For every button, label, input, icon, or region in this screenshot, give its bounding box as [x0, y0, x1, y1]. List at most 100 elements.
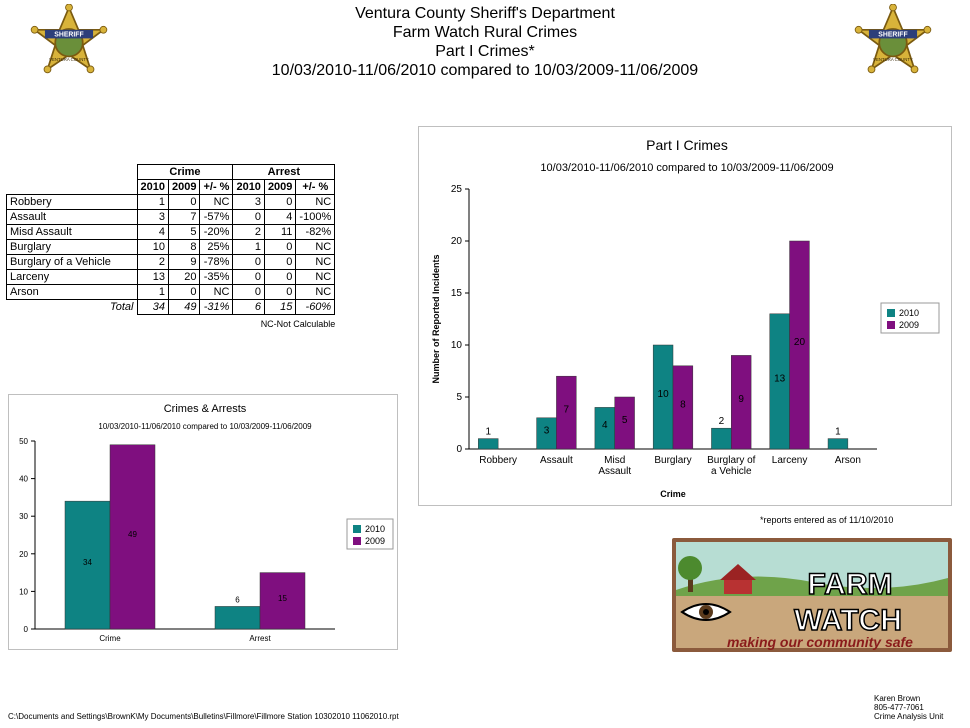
legend-label: 2010 [365, 524, 385, 534]
cell-a2009: 11 [263, 224, 297, 240]
cell-c2009: 8 [167, 239, 201, 255]
chart-subtitle: 10/03/2010-11/06/2010 compared to 10/03/… [540, 162, 833, 174]
table-row: Arson 1 0 NC 0 0 NC [6, 284, 336, 300]
y-tick-label: 15 [451, 288, 463, 299]
cell-a2009: 0 [263, 194, 297, 210]
bar-value-label: 5 [622, 415, 628, 426]
y-tick-label: 30 [19, 512, 28, 521]
bar-value-label: 1 [835, 427, 841, 438]
cell-a2009: 4 [263, 209, 297, 225]
y-tick-label: 10 [19, 587, 28, 596]
total-apct: -60% [295, 299, 336, 315]
bar-value-label: 10 [658, 389, 670, 400]
x-category-label: Misd [604, 455, 625, 466]
cell-cpct: NC [199, 194, 234, 210]
cell-a2010: 2 [232, 224, 265, 240]
x-category-label: Larceny [772, 455, 808, 466]
crimes-arrests-chart-panel: Crimes & Arrests 10/03/2010-11/06/2010 co… [8, 394, 398, 650]
legend-label: 2009 [365, 536, 385, 546]
bar-2009 [789, 240, 810, 450]
part1-crimes-chart: Part I Crimes 10/03/2010-11/06/2010 compa… [431, 137, 940, 499]
y-axis-label: Number of Reported Incidents [431, 254, 441, 383]
y-tick-label: 0 [456, 444, 462, 455]
sheriff-star-badge-right: SHERIFF VENTURA COUNTY [854, 4, 932, 74]
bar-value-label: 4 [602, 420, 608, 431]
x-category-label: Arson [835, 455, 861, 466]
footer-unit: Crime Analysis Unit [874, 712, 944, 721]
cell-c2009: 20 [167, 269, 201, 285]
cell-a2009: 0 [263, 239, 297, 255]
header-line-1: Ventura County Sheriff's Department [355, 5, 615, 22]
chart-title: Crimes & Arrests [164, 403, 247, 415]
bar-value-label: 49 [128, 530, 137, 539]
row-label: Robbery [6, 194, 138, 210]
bar-value-label: 34 [83, 558, 92, 567]
eye-icon [680, 603, 732, 621]
bar-2009 [672, 365, 694, 450]
row-label: Burglary [6, 239, 138, 255]
table-row: Burglary of a Vehicle 2 9 -78% 0 0 NC [6, 254, 336, 270]
crimes-arrests-chart: Crimes & Arrests 10/03/2010-11/06/2010 co… [19, 403, 394, 643]
cell-cpct: -35% [199, 269, 234, 285]
cell-c2009: 0 [167, 284, 201, 300]
chart-legend: 2010 2009 [880, 302, 940, 334]
bar-2009 [109, 444, 156, 630]
bar-value-label: 3 [544, 425, 550, 436]
table-row: Larceny 13 20 -35% 0 0 NC [6, 269, 336, 285]
cell-c2010: 13 [136, 269, 169, 285]
footer-phone: 805-477-7061 [874, 703, 924, 712]
bar-2010 [214, 606, 261, 630]
column-header: 2010 [232, 179, 265, 195]
badge-text-top: SHERIFF [54, 32, 83, 39]
x-category-label: a Vehicle [711, 466, 752, 477]
crime-arrest-table: Crime Arrest 2010 2009 +/- % 2010 2009 +/- % Rob… [6, 164, 336, 315]
cell-apct: NC [295, 239, 336, 255]
cell-apct: NC [295, 194, 336, 210]
chart-title: Part I Crimes [646, 137, 728, 153]
bar-value-label: 7 [564, 405, 570, 416]
row-label: Assault [6, 209, 138, 225]
y-tick-label: 0 [24, 625, 29, 634]
cell-c2010: 1 [136, 194, 169, 210]
x-axis-label: Crime [660, 489, 686, 499]
column-header: +/- % [295, 179, 336, 195]
total-label: Total [110, 301, 134, 314]
total-a2010: 6 [232, 299, 265, 315]
x-category-label: Crime [99, 634, 121, 643]
bar-value-label: 13 [774, 373, 786, 384]
group-header-crime: Crime [136, 164, 234, 180]
bar-value-label: 8 [680, 399, 686, 410]
row-label: Burglary of a Vehicle [6, 254, 138, 270]
bar-2010 [827, 438, 849, 450]
bar-value-label: 2 [719, 416, 725, 427]
logo-word-farm: FARM [808, 568, 893, 601]
footer-name: Karen Brown [874, 694, 921, 703]
cell-apct: NC [295, 284, 336, 300]
legend-swatch [353, 537, 361, 545]
reports-entered-note: *reports entered as of 11/10/2010 [760, 515, 894, 525]
bar-2010 [478, 438, 499, 450]
cell-c2010: 4 [136, 224, 169, 240]
column-header: 2009 [167, 179, 201, 195]
y-tick-label: 20 [19, 550, 28, 559]
header-line-2: Farm Watch Rural Crimes [392, 24, 578, 41]
cell-c2009: 7 [167, 209, 201, 225]
table-row: Misd Assault 4 5 -20% 2 11 -82% [6, 224, 336, 240]
cell-a2010: 0 [232, 254, 265, 270]
x-category-label: Assault [598, 466, 631, 477]
nc-note: NC-Not Calculable [260, 319, 336, 329]
part1-chart-panel: Part I Crimes 10/03/2010-11/06/2010 compa… [418, 126, 952, 506]
group-header-arrest: Arrest [232, 164, 336, 180]
cell-a2010: 0 [232, 284, 265, 300]
y-tick-label: 20 [451, 236, 463, 247]
cell-a2009: 0 [263, 254, 297, 270]
bar-2010 [711, 427, 732, 450]
chart-legend: 2010 2009 [346, 518, 394, 550]
legend-swatch [353, 525, 361, 533]
bar-2009 [731, 355, 752, 450]
x-category-label: Assault [540, 455, 573, 466]
header-line-4: 10/03/2010-11/06/2010 compared to 10/03/… [271, 62, 699, 79]
cell-c2009: 5 [167, 224, 201, 240]
legend-label: 2010 [899, 308, 919, 318]
bar-value-label: 20 [794, 337, 806, 348]
